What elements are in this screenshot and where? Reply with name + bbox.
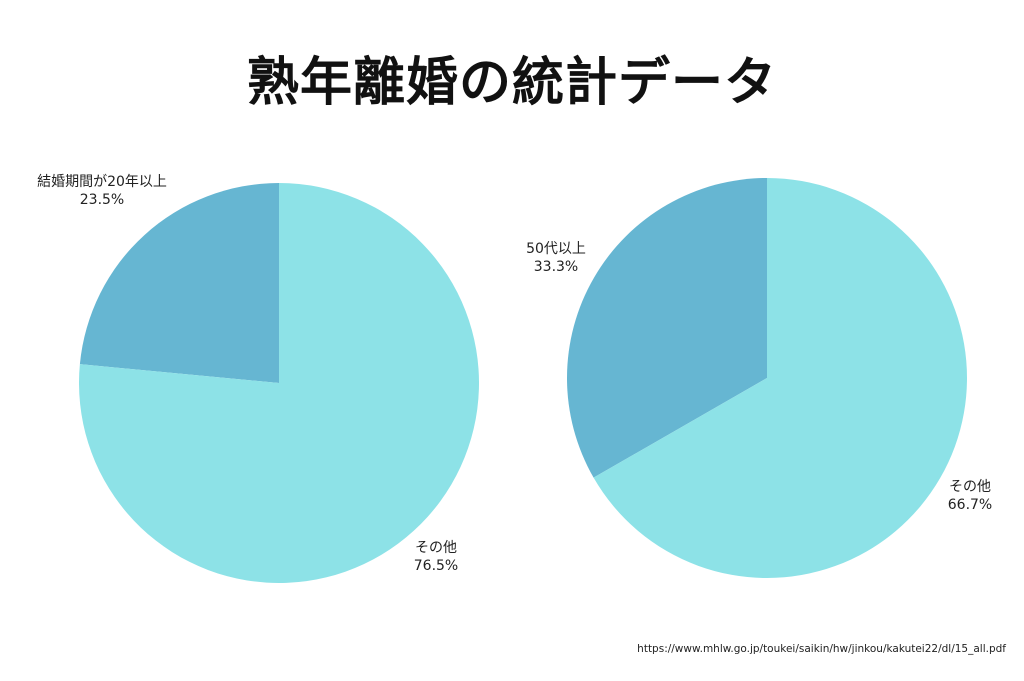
pie-slice-0-1 xyxy=(78,183,479,583)
pie-slice-1-0 xyxy=(566,178,767,478)
page-title: 熟年離婚の統計データ xyxy=(246,53,777,113)
slice-category-label: その他 xyxy=(949,479,991,495)
slice-label-1-0: 50代以上 33.3% xyxy=(526,241,586,275)
slice-category-label: 結婚期間が20年以上 xyxy=(37,174,167,190)
slice-percent-label: 33.3% xyxy=(534,259,578,275)
slice-category-label: 50代以上 xyxy=(526,241,586,257)
slice-category-label: その他 xyxy=(415,540,457,556)
pie-chart-age: 50代以上 33.3% その他 66.7% xyxy=(526,178,992,578)
source-url: https://www.mhlw.go.jp/toukei/saikin/hw/… xyxy=(637,643,1006,655)
slice-percent-label: 23.5% xyxy=(80,192,124,208)
slice-label-0-1: その他 76.5% xyxy=(414,540,458,574)
pie-slice-0-0 xyxy=(79,183,279,383)
pie-chart-marriage-duration: 結婚期間が20年以上 23.5% その他 76.5% xyxy=(37,174,479,583)
slice-percent-label: 66.7% xyxy=(948,497,992,513)
slice-percent-label: 76.5% xyxy=(414,558,458,574)
pie-slice-1-1 xyxy=(593,178,967,578)
slice-label-0-0: 結婚期間が20年以上 23.5% xyxy=(37,174,167,208)
slice-label-1-1: その他 66.7% xyxy=(948,479,992,513)
